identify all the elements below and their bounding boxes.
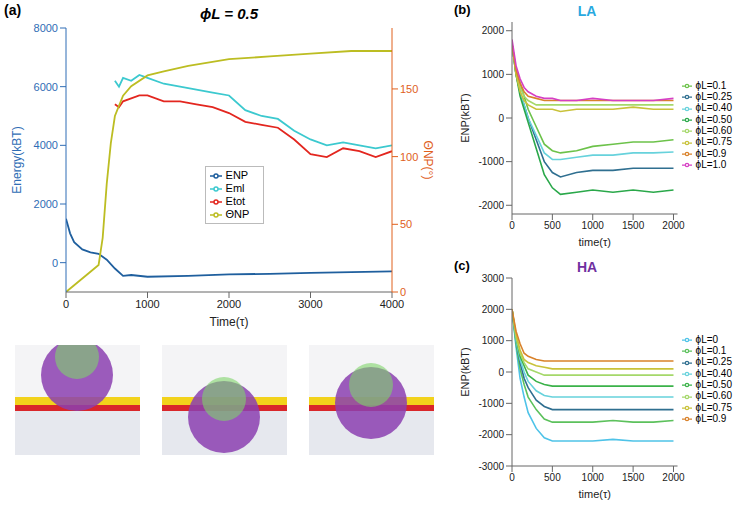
svg-text:3000: 3000: [298, 298, 322, 310]
svg-text:2000: 2000: [662, 472, 685, 483]
html-text:ϕL = 0.5: ϕL = 0.5: [199, 5, 259, 22]
svg-text:2000: 2000: [662, 220, 685, 231]
svg-text:ΘNP(°): ΘNP(°): [421, 141, 435, 180]
svg-text:0: 0: [63, 298, 69, 310]
svg-text:0: 0: [498, 113, 504, 124]
html-text:Eml: Eml: [225, 182, 245, 194]
html-text:ENP: ENP: [225, 168, 249, 181]
html-text:HA: HA: [576, 259, 598, 275]
html-text:LA: LA: [577, 3, 597, 19]
svg-text:500: 500: [544, 220, 561, 231]
html-text:ϕL=0.9: ϕL=0.9: [695, 413, 727, 425]
svg-text:1000: 1000: [135, 298, 159, 310]
svg-text:2000: 2000: [482, 304, 505, 315]
svg-text:2000: 2000: [482, 25, 505, 36]
svg-text:1000: 1000: [582, 472, 605, 483]
html-text:ϕL=0.50: ϕL=0.50: [695, 113, 732, 125]
html-text:ϕL=0.40: ϕL=0.40: [695, 102, 732, 114]
svg-text:8000: 8000: [34, 22, 58, 34]
html-text:ϕL=0: ϕL=0: [695, 333, 719, 345]
svg-text:ENP(kBT): ENP(kBT): [459, 93, 471, 143]
html-text:Etot: Etot: [225, 195, 246, 207]
svg-text:ENP(kBT): ENP(kBT): [459, 347, 471, 397]
svg-text:1000: 1000: [482, 335, 505, 346]
svg-text:0: 0: [509, 472, 515, 483]
svg-text:50: 50: [400, 218, 412, 230]
html-text:ϕL=0.60: ϕL=0.60: [695, 125, 732, 136]
svg-text:0: 0: [52, 257, 58, 269]
svg-text:time(τ): time(τ): [579, 236, 611, 248]
svg-text:1000: 1000: [482, 69, 505, 80]
html-text:(c): (c): [454, 258, 470, 273]
svg-text:150: 150: [400, 83, 418, 95]
html-text:ϕL=0.1: ϕL=0.1: [695, 344, 727, 356]
svg-text:2000: 2000: [34, 198, 58, 210]
svg-text:Time(τ): Time(τ): [210, 315, 249, 329]
svg-text:2000: 2000: [217, 298, 241, 310]
html-text:ϕL=0.60: ϕL=0.60: [695, 390, 732, 402]
svg-text:4000: 4000: [34, 139, 58, 151]
svg-text:4000: 4000: [380, 298, 404, 310]
html-text:ϕL=0.25: ϕL=0.25: [695, 356, 732, 368]
svg-text:1500: 1500: [622, 220, 645, 231]
html-text:ϕL=1.0: ϕL=1.0: [695, 159, 727, 171]
html-text:ϕL=0.9: ϕL=0.9: [695, 147, 727, 159]
svg-text:1500: 1500: [622, 472, 645, 483]
svg-text:Energy(kBT): Energy(kBT): [10, 126, 24, 193]
svg-text:100: 100: [400, 151, 418, 163]
svg-text:-1000: -1000: [478, 156, 504, 167]
svg-text:-2000: -2000: [478, 200, 504, 211]
html-text:ΘNP: ΘNP: [225, 208, 250, 221]
svg-text:-2000: -2000: [478, 429, 504, 440]
svg-text:-3000: -3000: [478, 461, 504, 472]
html-text:ϕL=0.1: ϕL=0.1: [695, 79, 727, 91]
html-text:ϕL=0.50: ϕL=0.50: [695, 379, 732, 390]
svg-text:1000: 1000: [582, 220, 605, 231]
html-text:ϕL=0.75: ϕL=0.75: [695, 401, 732, 413]
svg-text:-1000: -1000: [478, 398, 504, 409]
html-text:(b): (b): [454, 2, 471, 17]
html-text:ϕL=0.40: ϕL=0.40: [695, 367, 732, 379]
svg-text:3000: 3000: [482, 273, 505, 284]
html-text:ϕL=0.25: ϕL=0.25: [695, 90, 732, 102]
svg-text:500: 500: [544, 472, 561, 483]
svg-text:0: 0: [400, 286, 406, 298]
html-text:(a): (a): [4, 2, 22, 18]
html-text:ϕL=0.75: ϕL=0.75: [695, 136, 732, 148]
svg-text:6000: 6000: [34, 81, 58, 93]
svg-text:time(τ): time(τ): [579, 488, 611, 500]
svg-text:0: 0: [498, 367, 504, 378]
svg-text:0: 0: [509, 220, 515, 231]
